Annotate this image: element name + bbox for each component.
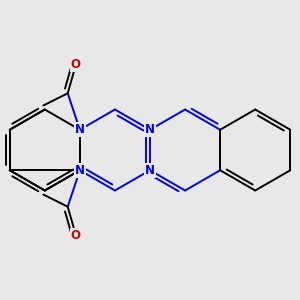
Text: N: N bbox=[145, 164, 155, 177]
Text: O: O bbox=[71, 58, 81, 71]
Text: N: N bbox=[75, 164, 85, 177]
Text: O: O bbox=[71, 229, 81, 242]
Text: N: N bbox=[145, 123, 155, 136]
Text: N: N bbox=[75, 123, 85, 136]
